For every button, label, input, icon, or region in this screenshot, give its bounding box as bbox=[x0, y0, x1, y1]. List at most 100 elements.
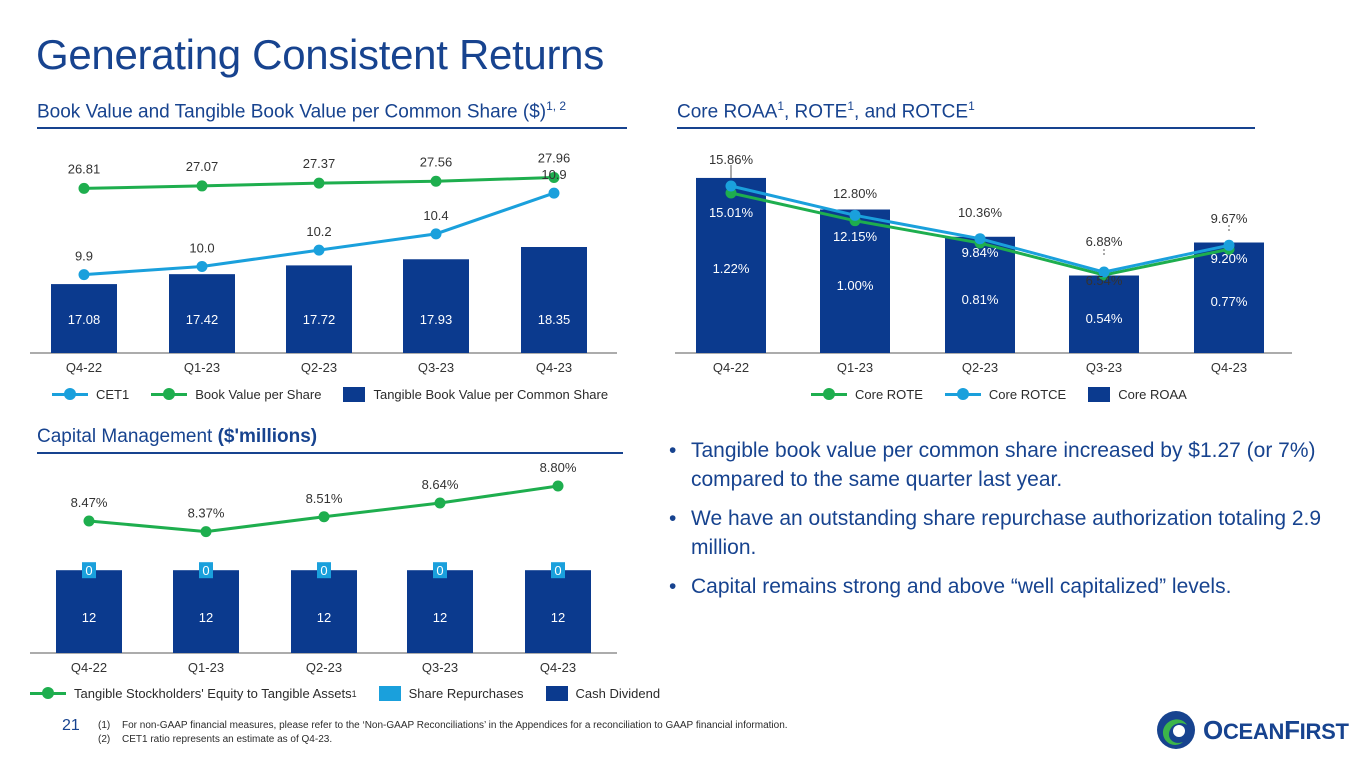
core-header-part2: , ROTE bbox=[784, 101, 848, 123]
legend-key-cash-dividend bbox=[545, 686, 568, 701]
book-value-point-book-value-per-share-q4-22 bbox=[78, 182, 90, 194]
capital-management-bar-cash-dividend-q4-22 bbox=[56, 570, 122, 653]
core-returns-bar-label-q4-23: 0.77% bbox=[1211, 294, 1248, 309]
key-point-tangible-book-value: Tangible book value per common share inc… bbox=[667, 436, 1327, 494]
core-returns-label-core-rotce-q1-23: 12.80% bbox=[833, 186, 878, 201]
capital-management-tick-q2-23: Q2-23 bbox=[306, 660, 342, 675]
book-value-label-cet1-q4-23: 10.9 bbox=[541, 167, 566, 182]
core-returns-label-core-rote-q2-23: 9.84% bbox=[962, 245, 999, 260]
oceanfirst-logo: OCEANFIRST bbox=[1155, 709, 1349, 751]
core-returns-bar-core-roaa-q4-23 bbox=[1194, 242, 1264, 353]
book-value-bar-tangible-book-value-per-common-share-q2-23 bbox=[286, 265, 352, 353]
legend-item-share-repurchases: Share Repurchases bbox=[378, 686, 524, 701]
legend-label-tangible-equity: Tangible Stockholders' Equity to Tangibl… bbox=[74, 686, 352, 701]
core-returns-bar-core-roaa-q3-23 bbox=[1069, 275, 1139, 353]
book-value-tick-q4-22: Q4-22 bbox=[66, 360, 102, 375]
footnote-1-text: For non-GAAP financial measures, please … bbox=[122, 720, 788, 731]
book-value-bar-tangible-book-value-per-common-share-q3-23 bbox=[403, 259, 469, 353]
book-value-label-cet1-q3-23: 10.4 bbox=[423, 208, 448, 223]
core-returns-label-core-rote-q4-22: 15.01% bbox=[709, 205, 754, 220]
legend-key-share-repurchases bbox=[378, 686, 401, 701]
footnote-2-text: CET1 ratio represents an estimate as of … bbox=[122, 734, 333, 745]
core-header-part1: Core ROAA bbox=[677, 101, 778, 123]
book-value-label-book-value-per-share-q4-23: 27.96 bbox=[538, 150, 571, 165]
legend-item-cet1: CET1 bbox=[52, 387, 129, 402]
book-value-label-book-value-per-share-q1-23: 27.07 bbox=[186, 159, 219, 174]
logo-letter-f: F bbox=[1284, 714, 1300, 745]
book-value-bar-label-q4-23: 18.35 bbox=[538, 312, 571, 327]
book-value-tick-q2-23: Q2-23 bbox=[301, 360, 337, 375]
logo-letters-irst: IRST bbox=[1299, 718, 1349, 744]
capital-management-tick-q4-23: Q4-23 bbox=[540, 660, 576, 675]
core-returns-label-core-rote-q1-23: 12.15% bbox=[833, 229, 878, 244]
core-returns-bar-label-q2-23: 0.81% bbox=[962, 292, 999, 307]
capital-management-share-repurchase-label-q2-23: 0 bbox=[320, 563, 327, 578]
capital-management-share-repurchase-label-q1-23: 0 bbox=[202, 563, 209, 578]
capital-management-share-repurchase-label-q4-22: 0 bbox=[85, 563, 92, 578]
core-returns-label-core-rote-q3-23: 6.54% bbox=[1086, 273, 1123, 288]
book-value-tick-q3-23: Q3-23 bbox=[418, 360, 454, 375]
oceanfirst-wave-icon bbox=[1157, 711, 1195, 749]
core-returns-point-core-rotce-q1-23 bbox=[849, 209, 861, 221]
logo-letters-cean: CEAN bbox=[1222, 718, 1285, 744]
capital-management-bar-cash-dividend-q3-23 bbox=[407, 570, 473, 653]
legend-key-book-value bbox=[151, 388, 188, 400]
book-value-point-cet1-q3-23 bbox=[430, 228, 442, 240]
core-returns-point-core-rotce-q2-23 bbox=[974, 233, 986, 245]
book-value-label-book-value-per-share-q2-23: 27.37 bbox=[303, 156, 336, 171]
capital-management-share-repurchase-label-q3-23: 0 bbox=[436, 563, 443, 578]
key-point-repurchase-authorization: We have an outstanding share repurchase … bbox=[667, 504, 1327, 562]
capital-header-unit: ($'millions) bbox=[217, 426, 318, 447]
book-value-point-cet1-q4-22 bbox=[78, 269, 90, 281]
capital-management-label-tangible-stockholders-equity-to-tangible-assets-q2-23: 8.51% bbox=[306, 491, 343, 506]
capital-management-share-repurchase-label-q4-23: 0 bbox=[554, 563, 561, 578]
legend-key-core-rote bbox=[811, 388, 847, 400]
capital-management-share-repurchase-box-q2-23 bbox=[317, 562, 331, 579]
legend-label-core-rotce: Core ROTCE bbox=[988, 387, 1067, 402]
capital-management-label-tangible-stockholders-equity-to-tangible-assets-q1-23: 8.37% bbox=[188, 506, 225, 521]
footnote-2: (2) CET1 ratio represents an estimate as… bbox=[98, 733, 788, 747]
core-returns-point-core-rotce-q4-23 bbox=[1223, 239, 1235, 251]
capital-management-tick-q4-22: Q4-22 bbox=[71, 660, 107, 675]
footnote-2-number: (2) bbox=[98, 734, 111, 745]
book-value-tick-q4-23: Q4-23 bbox=[536, 360, 572, 375]
book-value-point-book-value-per-share-q4-23 bbox=[548, 171, 560, 183]
book-value-label-cet1-q2-23: 10.2 bbox=[306, 224, 331, 239]
legend-label-cet1: CET1 bbox=[96, 387, 130, 402]
capital-management-bar-label-q3-23: 12 bbox=[433, 610, 447, 625]
core-returns-bar-label-q1-23: 1.00% bbox=[837, 278, 874, 293]
capital-management-share-repurchase-box-q4-22 bbox=[82, 562, 96, 579]
core-returns-bar-core-roaa-q2-23 bbox=[945, 236, 1015, 353]
footnote-1-number: (1) bbox=[98, 720, 111, 731]
page-title: Generating Consistent Returns bbox=[36, 31, 604, 78]
legend-label-book-value: Book Value per Share bbox=[195, 387, 322, 402]
legend-label-tangible-book-value: Tangible Book Value per Common Share bbox=[373, 387, 609, 402]
book-value-label-book-value-per-share-q3-23: 27.56 bbox=[420, 154, 453, 169]
legend-key-core-rotce bbox=[944, 388, 981, 400]
legend-item-core-rote: Core ROTE bbox=[811, 387, 923, 402]
legend-item-tangible-book-value: Tangible Book Value per Common Share bbox=[343, 387, 608, 402]
legend-item-cash-dividend: Cash Dividend bbox=[545, 686, 660, 701]
capital-management-point-tangible-stockholders-equity-to-tangible-assets-q3-23 bbox=[434, 497, 446, 509]
legend-item-tangible-equity: Tangible Stockholders' Equity to Tangibl… bbox=[30, 686, 357, 701]
book-value-bar-label-q2-23: 17.72 bbox=[303, 312, 336, 327]
core-returns-tick-q4-23: Q4-23 bbox=[1211, 360, 1247, 375]
legend-key-tangible-equity bbox=[30, 687, 66, 699]
core-header-sup3: 1 bbox=[968, 99, 975, 113]
book-value-label-cet1-q4-22: 9.9 bbox=[75, 249, 93, 264]
book-value-label-book-value-per-share-q4-22: 26.81 bbox=[68, 161, 101, 176]
core-returns-tick-q1-23: Q1-23 bbox=[837, 360, 873, 375]
legend-label-share-repurchases: Share Repurchases bbox=[408, 686, 524, 701]
core-header-sup1: 1 bbox=[777, 99, 784, 113]
capital-management-share-repurchase-box-q4-23 bbox=[551, 562, 565, 579]
core-returns-chart-header: Core ROAA1, ROTE1, and ROTCE1 bbox=[677, 99, 1255, 130]
book-value-header-sup: 1, 2 bbox=[546, 99, 567, 113]
capital-management-bar-cash-dividend-q1-23 bbox=[173, 570, 239, 653]
capital-management-share-repurchase-box-q3-23 bbox=[433, 562, 447, 579]
book-value-bar-tangible-book-value-per-common-share-q4-22 bbox=[51, 284, 117, 353]
capital-management-legend: Tangible Stockholders' Equity to Tangibl… bbox=[30, 686, 682, 701]
book-value-bar-tangible-book-value-per-common-share-q1-23 bbox=[169, 274, 235, 353]
legend-item-core-rotce: Core ROTCE bbox=[944, 387, 1067, 402]
capital-management-bar-cash-dividend-q4-23 bbox=[525, 570, 591, 653]
